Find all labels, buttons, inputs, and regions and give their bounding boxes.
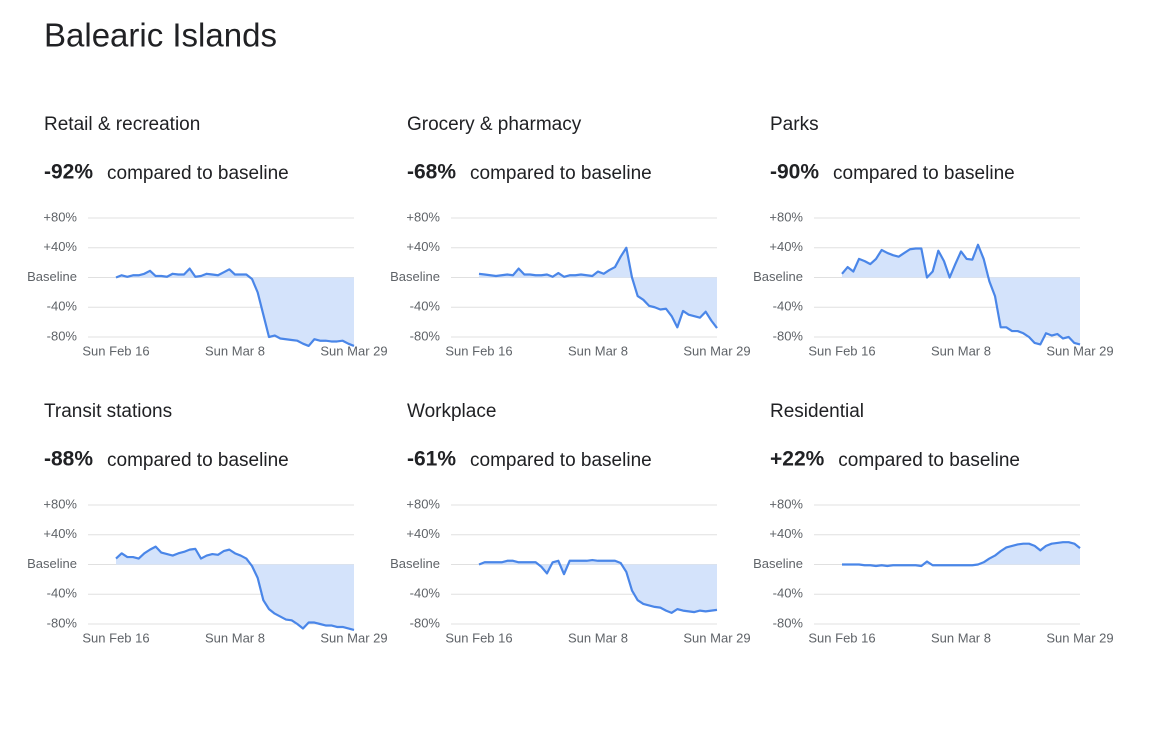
- y-tick-label: Baseline: [753, 556, 803, 571]
- chart-title: Transit stations: [44, 401, 172, 422]
- y-tick-label: -80%: [47, 615, 78, 630]
- chart-title: Workplace: [407, 401, 496, 422]
- headline-text: compared to baseline: [470, 450, 652, 471]
- headline: -92%: [44, 161, 93, 184]
- x-tick-label: Sun Feb 16: [808, 343, 875, 358]
- page-title: Balearic Islands: [44, 17, 277, 54]
- y-tick-label: +40%: [43, 526, 77, 541]
- x-tick-label: Sun Feb 16: [82, 343, 149, 358]
- headline: -68%: [407, 161, 456, 184]
- x-tick-label: Sun Feb 16: [82, 630, 149, 645]
- y-tick-label: +40%: [43, 239, 77, 254]
- y-tick-label: Baseline: [27, 556, 77, 571]
- y-tick-label: +40%: [406, 239, 440, 254]
- y-tick-label: +40%: [769, 526, 803, 541]
- chart-title: Residential: [770, 401, 864, 422]
- y-tick-label: -80%: [410, 328, 441, 343]
- y-tick-label: +80%: [406, 209, 440, 224]
- line: [842, 541, 1081, 568]
- y-tick-label: -80%: [410, 615, 441, 630]
- line: [115, 545, 355, 632]
- headline: +22%: [770, 448, 825, 471]
- x-tick-label: Sun Mar 29: [1046, 630, 1113, 645]
- line: [478, 246, 718, 329]
- y-tick-label: -80%: [47, 328, 78, 343]
- headline-text: compared to baseline: [107, 450, 289, 471]
- line: [841, 243, 1081, 346]
- y-tick-label: Baseline: [390, 269, 440, 284]
- x-tick-label: Sun Mar 8: [931, 343, 991, 358]
- x-tick-label: Sun Mar 29: [320, 630, 387, 645]
- headline-text: compared to baseline: [833, 163, 1015, 184]
- headline: -88%: [44, 448, 93, 471]
- area: [842, 542, 1080, 566]
- area: [842, 244, 1080, 345]
- x-tick-label: Sun Mar 29: [320, 343, 387, 358]
- y-tick-label: +80%: [43, 496, 77, 511]
- headline: -61%: [407, 448, 456, 471]
- line: [478, 558, 718, 614]
- x-tick-label: Sun Mar 8: [205, 630, 265, 645]
- y-tick-label: -40%: [773, 586, 804, 601]
- x-tick-label: Sun Feb 16: [808, 630, 875, 645]
- area: [116, 546, 354, 630]
- y-tick-label: -40%: [47, 299, 78, 314]
- x-tick-label: Sun Mar 8: [205, 343, 265, 358]
- y-tick-label: -40%: [410, 586, 441, 601]
- y-tick-label: +80%: [406, 496, 440, 511]
- chart-title: Retail & recreation: [44, 114, 200, 135]
- headline-text: compared to baseline: [838, 450, 1020, 471]
- y-tick-label: -40%: [47, 586, 78, 601]
- y-tick-label: Baseline: [390, 556, 440, 571]
- y-tick-label: +40%: [406, 526, 440, 541]
- chart-title: Grocery & pharmacy: [407, 114, 582, 135]
- chart-title: Parks: [770, 114, 819, 135]
- x-tick-label: Sun Feb 16: [445, 343, 512, 358]
- y-tick-label: +80%: [769, 209, 803, 224]
- headline-text: compared to baseline: [107, 163, 289, 184]
- y-tick-label: Baseline: [753, 269, 803, 284]
- x-tick-label: Sun Mar 29: [683, 630, 750, 645]
- x-tick-label: Sun Mar 8: [568, 630, 628, 645]
- headline-text: compared to baseline: [470, 163, 652, 184]
- area: [116, 268, 354, 346]
- x-tick-label: Sun Mar 8: [931, 630, 991, 645]
- y-tick-label: +80%: [43, 209, 77, 224]
- x-tick-label: Sun Mar 29: [683, 343, 750, 358]
- y-tick-label: -80%: [773, 615, 804, 630]
- x-tick-label: Sun Mar 29: [1046, 343, 1113, 358]
- headline: -90%: [770, 161, 819, 184]
- x-tick-label: Sun Feb 16: [445, 630, 512, 645]
- y-tick-label: +40%: [769, 239, 803, 254]
- y-tick-label: -40%: [773, 299, 804, 314]
- x-tick-label: Sun Mar 8: [568, 343, 628, 358]
- y-tick-label: -40%: [410, 299, 441, 314]
- line: [115, 267, 355, 348]
- y-tick-label: Baseline: [27, 269, 77, 284]
- y-tick-label: +80%: [769, 496, 803, 511]
- area: [479, 560, 717, 613]
- y-tick-label: -80%: [773, 328, 804, 343]
